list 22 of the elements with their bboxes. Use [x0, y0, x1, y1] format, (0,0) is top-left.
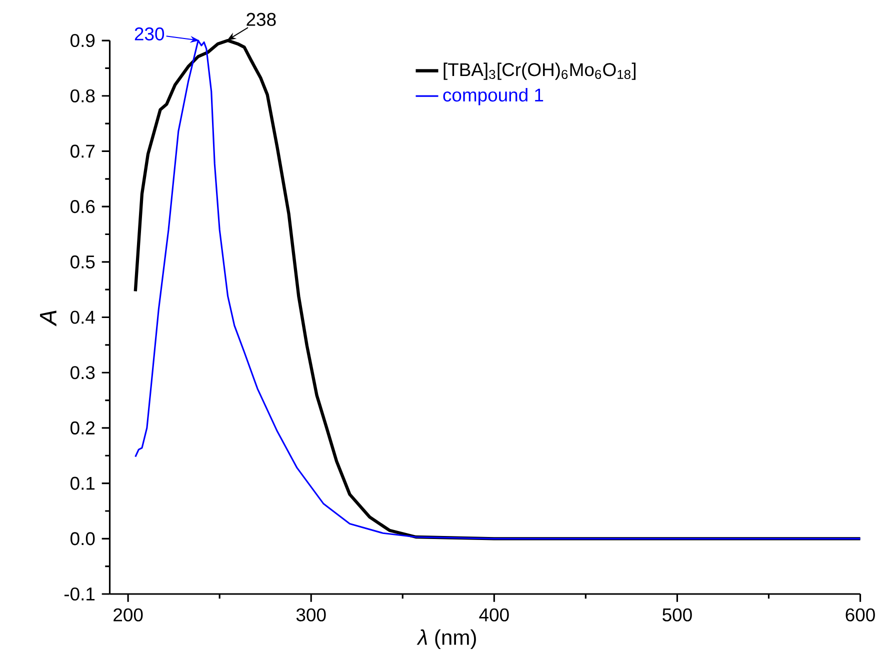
y-tick-label: 0.9	[70, 34, 95, 47]
y-tick-label: -0.1	[64, 587, 95, 600]
y-tick-label: 0.4	[70, 310, 95, 324]
x-tick-label: 500	[662, 608, 692, 622]
x-tick-label: 600	[846, 608, 875, 622]
y-tick-label: 0.1	[70, 476, 95, 490]
annotation: 238	[246, 12, 276, 26]
x-tick-label: 300	[296, 608, 326, 622]
legend-label: compound 1	[443, 88, 544, 106]
y-tick-label: 0.2	[70, 421, 95, 434]
x-axis-title: λ (nm)	[416, 629, 476, 649]
y-axis-title: A	[40, 310, 56, 326]
y-tick-label: 0.7	[70, 144, 95, 158]
y-tick-label: 0.5	[70, 255, 95, 268]
y-tick-label: 0.8	[70, 89, 95, 102]
x-tick-label: 400	[479, 608, 509, 622]
x-tick-label: 200	[114, 608, 143, 622]
y-tick-label: 0.6	[70, 200, 95, 213]
y-tick-label: 0.0	[70, 532, 95, 546]
annotation: 230	[134, 27, 164, 40]
text: [TBA]$_{3}$[Cr(OH)$_{6}$Mo$_{6}$O$_{18}$]	[444, 62, 636, 80]
y-tick-label: 0.3	[70, 366, 95, 380]
